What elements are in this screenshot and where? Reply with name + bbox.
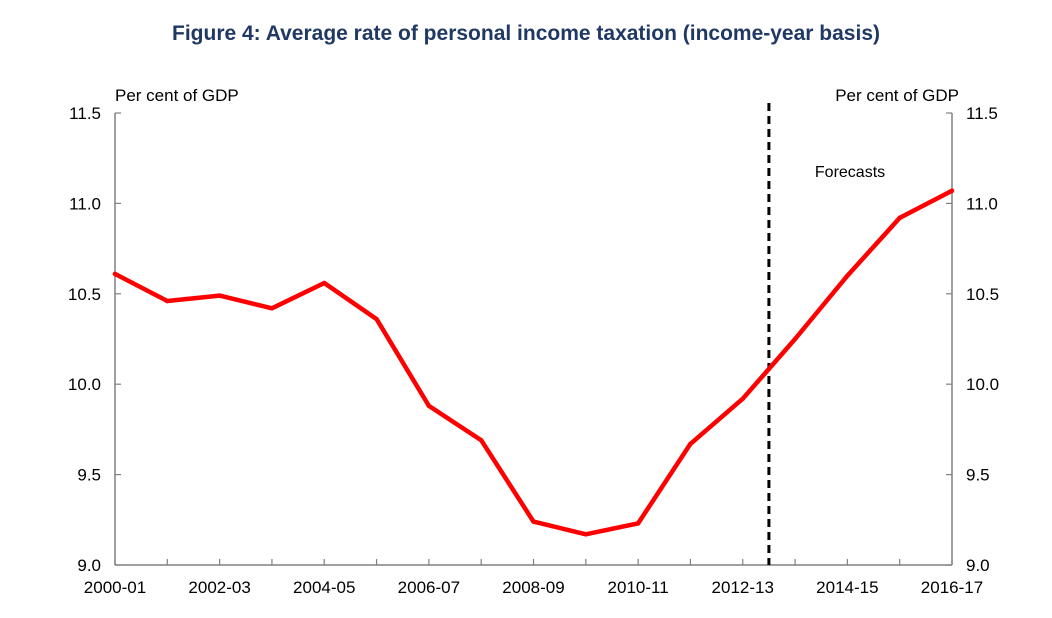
- labels: 9.0 9.0 9.5 9.5 10.0 10.0 10.5 10.5 11.0 11.0 11.5…: [68, 86, 999, 597]
- y-tick-label-right: 10.5: [966, 285, 999, 304]
- y-tick-label-right: 11.5: [966, 104, 998, 123]
- data-point: [583, 532, 589, 537]
- data-point: [478, 438, 484, 443]
- data-point: [531, 519, 536, 524]
- data-point: [635, 521, 641, 526]
- y-tick-label-left: 10.0: [68, 375, 101, 394]
- x-tick-label: 2006-07: [398, 578, 460, 597]
- data-point: [426, 403, 432, 409]
- data-point: [792, 336, 798, 342]
- series-line: [112, 188, 955, 537]
- y-tick-label-left: 9.5: [77, 466, 101, 485]
- y-tick-label-right: 10.0: [966, 375, 999, 394]
- y-tick-label-left: 9.0: [77, 556, 101, 575]
- data-point: [897, 215, 902, 221]
- data-point: [269, 306, 275, 311]
- x-tick-label: 2000-01: [84, 578, 146, 597]
- data-point: [374, 316, 379, 322]
- forecast-label: Forecasts: [815, 164, 885, 181]
- x-tick-label: 2002-03: [188, 578, 250, 597]
- x-tick-label: 2012-13: [712, 578, 774, 597]
- chart-title: Figure 4: Average rate of personal incom…: [172, 22, 880, 45]
- x-tick-label: 2008-09: [502, 578, 564, 597]
- data-point: [165, 298, 170, 304]
- data-point: [322, 280, 327, 286]
- axes: [114, 103, 953, 566]
- y-tick-label-left: 11.5: [69, 104, 101, 123]
- x-tick-label: 2004-05: [293, 578, 355, 597]
- series-layer: [112, 188, 955, 537]
- y-tick-label-left: 11.0: [69, 194, 101, 213]
- y-tick-label-right: 9.5: [966, 466, 990, 485]
- x-tick-label: 2016-17: [921, 578, 983, 597]
- y-tick-label-right: 9.0: [966, 556, 990, 575]
- data-point: [949, 188, 955, 193]
- y-tick-label-right: 11.0: [966, 194, 998, 213]
- data-point: [845, 273, 850, 278]
- left-unit-label: Per cent of GDP: [115, 86, 239, 105]
- data-point: [217, 293, 222, 298]
- x-tick-label: 2010-11: [608, 578, 669, 597]
- data-point: [688, 441, 693, 447]
- data-point: [740, 396, 745, 401]
- x-tick-label: 2014-15: [816, 578, 878, 597]
- y-tick-label-left: 10.5: [68, 285, 101, 304]
- data-point: [112, 271, 118, 277]
- right-unit-label: Per cent of GDP: [835, 86, 959, 105]
